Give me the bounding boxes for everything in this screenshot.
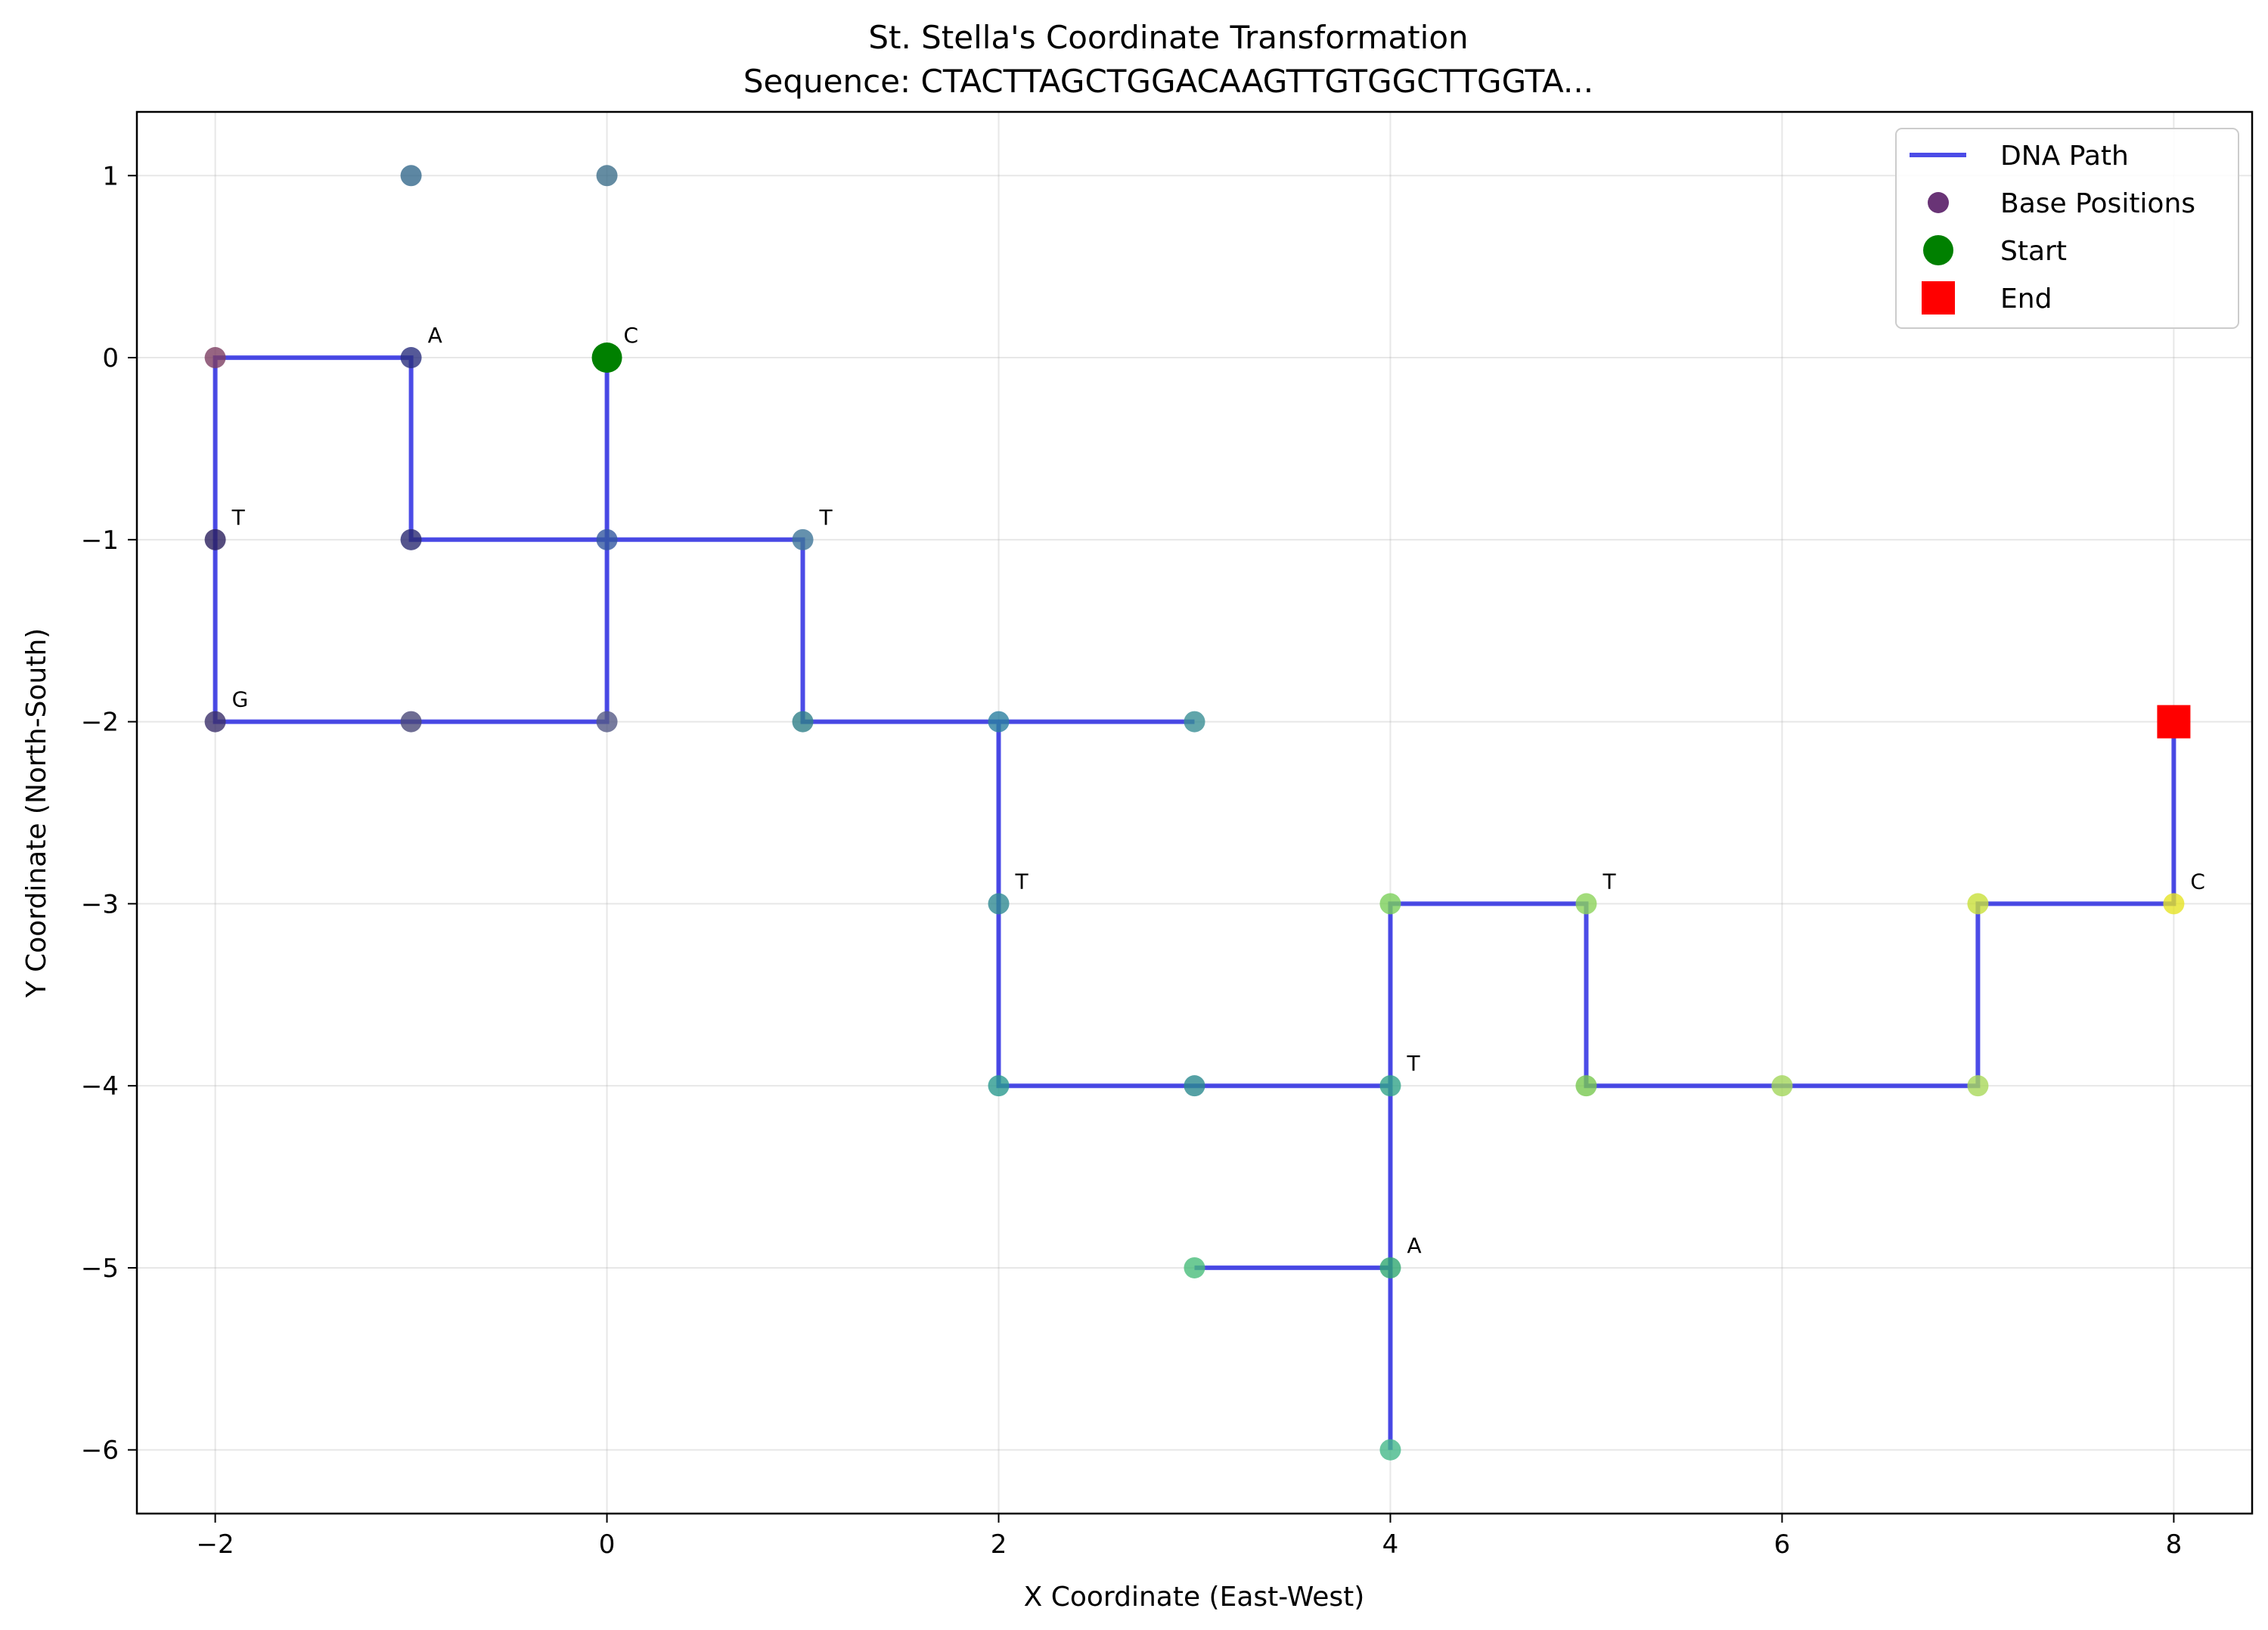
base-position-point: [2163, 893, 2185, 915]
dna-path: [213, 355, 2176, 1450]
y-axis-ticks: 1 0 −1 −2 −3 −4 −5 −6: [81, 161, 137, 1466]
base-label: T: [1602, 869, 1616, 894]
base-position-point: [400, 711, 422, 733]
base-position-point: [1771, 1075, 1793, 1097]
base-position-point: [1575, 893, 1597, 915]
base-labels: C A T G T T T A T C: [231, 323, 2205, 1258]
base-label: T: [819, 505, 833, 530]
y-tick-label: −1: [81, 525, 119, 556]
y-tick-label: −3: [81, 889, 119, 919]
start-end-markers: [591, 342, 2191, 739]
base-label: G: [232, 687, 249, 712]
legend-box: [1895, 128, 2239, 329]
y-axis-label: Y Coordinate (North-South): [21, 628, 52, 999]
base-position-point: [1379, 1075, 1401, 1097]
base-position-point: [792, 528, 814, 550]
x-tick-label: 8: [2166, 1529, 2183, 1560]
base-position-point: [400, 165, 422, 187]
base-position-point: [1379, 1439, 1401, 1461]
x-axis-label: X Coordinate (East-West): [1024, 1582, 1365, 1613]
base-label: T: [231, 505, 246, 530]
chart-title: St. Stella's Coordinate Transformation: [868, 19, 1468, 56]
base-position-point: [1967, 1075, 1989, 1097]
base-position-point: [1184, 1257, 1205, 1278]
base-label: C: [624, 323, 639, 348]
base-position-point: [1575, 1075, 1597, 1097]
base-position-point: [596, 528, 618, 550]
base-position-point: [596, 711, 618, 733]
base-position-point: [1379, 1257, 1401, 1278]
y-tick-label: −5: [81, 1253, 119, 1284]
y-tick-label: 1: [102, 161, 119, 191]
base-label: C: [2190, 869, 2205, 894]
start-marker: [591, 342, 622, 373]
base-position-point: [596, 165, 618, 187]
base-position-point: [1379, 893, 1401, 915]
base-position-point: [1967, 893, 1989, 915]
legend-swatch-dot: [1923, 235, 1953, 265]
y-tick-label: 0: [102, 343, 119, 373]
x-tick-label: 6: [1774, 1529, 1791, 1560]
base-position-point: [400, 528, 422, 550]
base-label: A: [428, 323, 442, 348]
x-tick-label: 4: [1382, 1529, 1399, 1560]
base-label: T: [1406, 1051, 1420, 1076]
base-label: A: [1407, 1233, 1421, 1258]
legend-swatch-square: [1922, 281, 1955, 315]
y-tick-label: −2: [81, 708, 119, 738]
plot-frame: [135, 110, 2254, 1515]
legend-label: Start: [2000, 236, 2067, 267]
base-position-point: [1184, 1075, 1205, 1097]
y-tick-label: −4: [81, 1071, 119, 1102]
legend-label: End: [2000, 284, 2052, 315]
base-position-point: [400, 347, 422, 369]
dna-path-line: [213, 355, 2176, 1450]
base-position-point: [988, 711, 1010, 733]
base-positions: [204, 165, 2185, 1461]
x-tick-label: 0: [599, 1529, 616, 1560]
legend: DNA Path Base Positions Start End: [1895, 128, 2239, 329]
base-position-point: [204, 528, 226, 550]
base-position-point: [792, 711, 814, 733]
base-position-point: [1184, 711, 1205, 733]
base-position-point: [204, 711, 226, 733]
legend-label: DNA Path: [2000, 141, 2129, 172]
chart-subtitle: Sequence: CTACTTAGCTGGACAAGTTGTGGCTTGGTA…: [743, 63, 1593, 100]
x-tick-label: −2: [197, 1529, 234, 1560]
x-axis-ticks: −2 0 2 4 6 8: [197, 1514, 2183, 1560]
y-tick-label: −6: [81, 1436, 119, 1466]
legend-swatch-dot: [1928, 192, 1949, 213]
base-position-point: [204, 347, 226, 369]
base-label: T: [1015, 869, 1029, 894]
x-tick-label: 2: [991, 1529, 1007, 1560]
end-marker: [2157, 705, 2191, 739]
legend-label: Base Positions: [2000, 188, 2195, 219]
base-position-point: [988, 1075, 1010, 1097]
base-position-point: [988, 893, 1010, 915]
